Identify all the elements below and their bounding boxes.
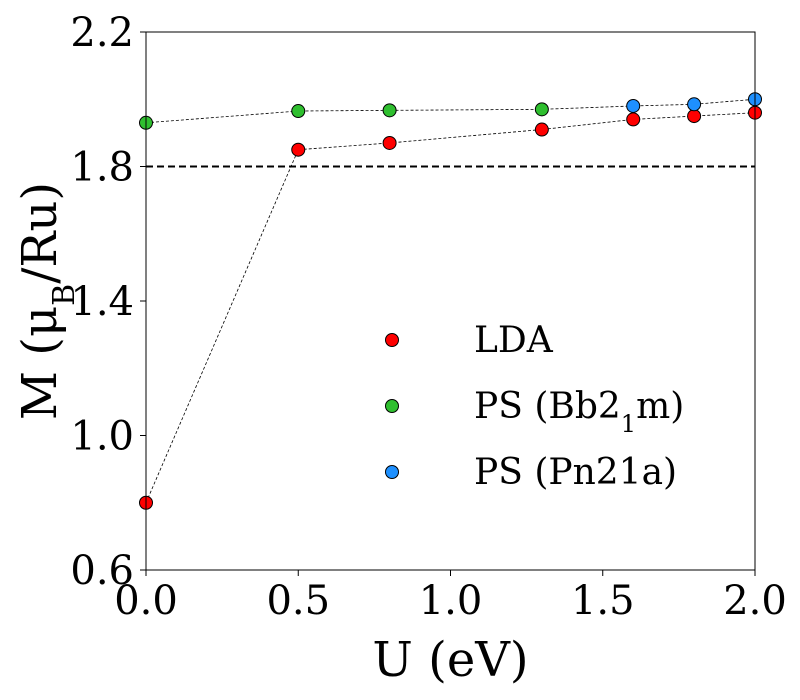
- data-point-lda: [534, 122, 549, 137]
- x-tick-label: 1.0: [419, 578, 483, 624]
- data-points: [139, 92, 762, 510]
- legend-label-lda: LDA: [474, 320, 554, 361]
- y-axis-label: M (μB/Ru): [12, 182, 82, 420]
- legend-marker-lda: [385, 333, 399, 347]
- data-point-pn21a: [687, 97, 702, 112]
- legend-label-bb21m-tail: m): [636, 386, 684, 427]
- data-point-lda: [626, 112, 641, 127]
- legend-label-bb21m-sub: 1: [621, 410, 636, 438]
- y-axis-label-sub: B: [47, 284, 82, 306]
- data-point-lda: [291, 142, 306, 157]
- series-line-ps: [145, 98, 756, 124]
- data-point-bb21m: [534, 102, 549, 117]
- series-lines: [145, 98, 756, 503]
- axis-ticks: 0.0 0.5 1.0 1.5 2.0 0.6 1.0 1.4 1.8 2.2: [70, 10, 786, 624]
- y-tick-label: 2.2: [70, 10, 134, 56]
- y-tick-label: 0.6: [70, 548, 134, 594]
- legend-label-bb21m: PS (Bb21m): [474, 386, 684, 438]
- data-point-lda: [687, 109, 702, 124]
- legend-marker-bb21m: [385, 399, 399, 413]
- legend: LDA PS (Bb21m) PS (Pn21a): [385, 320, 684, 493]
- data-point-bb21m: [382, 103, 397, 118]
- x-tick-label: 1.5: [571, 578, 635, 624]
- data-point-bb21m: [291, 104, 306, 119]
- legend-label-pn21a: PS (Pn21a): [474, 452, 677, 493]
- x-tick-label: 0.0: [114, 578, 178, 624]
- data-point-pn21a: [626, 98, 641, 113]
- legend-marker-pn21a: [385, 465, 399, 479]
- series-line-lda: [145, 112, 756, 503]
- y-tick-label: 1.0: [70, 414, 134, 460]
- y-axis-label-main: M (μ: [12, 306, 68, 420]
- x-tick-label: 0.5: [266, 578, 330, 624]
- y-tick-label: 1.8: [70, 145, 134, 191]
- y-tick-label: 1.4: [70, 279, 134, 325]
- x-axis-label: U (eV): [372, 632, 528, 688]
- y-axis-label-tail: /Ru): [12, 182, 68, 284]
- legend-label-bb21m-main: PS (Bb2: [474, 386, 621, 427]
- x-tick-label: 2.0: [723, 578, 787, 624]
- data-point-lda: [382, 135, 397, 150]
